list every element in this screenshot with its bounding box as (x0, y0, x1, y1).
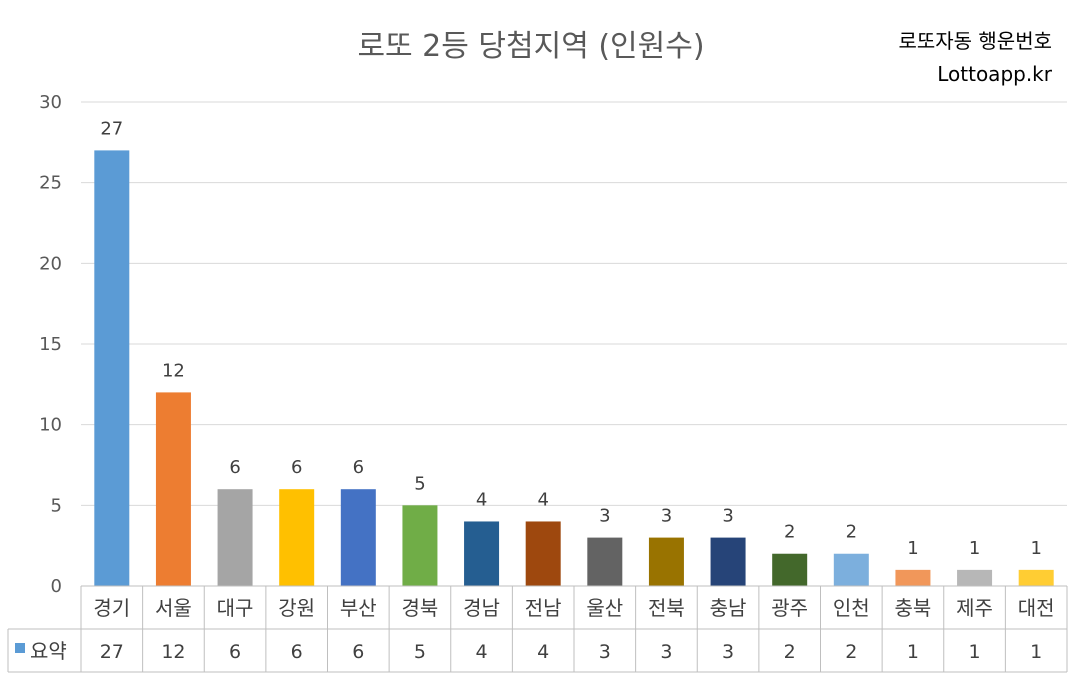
brand-text-korean: 로또자동 행운번호 (898, 29, 1052, 53)
bar (279, 489, 315, 586)
category-label: 경남 (463, 596, 500, 620)
data-label: 1 (907, 538, 918, 559)
data-label: 27 (100, 118, 123, 139)
category-label: 서울 (155, 596, 192, 620)
legend-label: 요약 (30, 639, 67, 663)
data-label: 3 (722, 506, 733, 527)
category-label: 제주 (956, 596, 993, 620)
data-label: 4 (537, 489, 548, 510)
table-value: 4 (537, 641, 549, 663)
bar (340, 489, 376, 586)
category-label: 울산 (586, 596, 623, 620)
category-label: 경북 (402, 596, 439, 620)
category-label: 충남 (710, 596, 747, 620)
category-label: 대전 (1018, 596, 1055, 620)
table-value: 2 (845, 641, 857, 663)
bars (94, 150, 1054, 586)
bar (833, 553, 869, 586)
data-label: 3 (661, 506, 672, 527)
data-label: 2 (784, 522, 795, 543)
category-label: 부산 (340, 596, 377, 620)
bar (464, 521, 500, 586)
bar (895, 569, 931, 586)
table-value: 2 (784, 641, 796, 663)
category-label: 인천 (833, 596, 870, 620)
data-label: 1 (1030, 538, 1041, 559)
table-value: 1 (907, 641, 919, 663)
bar (772, 553, 808, 586)
brand-text-url: Lottoapp.kr (937, 62, 1053, 86)
bar (217, 489, 253, 586)
data-label: 6 (353, 457, 364, 478)
data-label: 3 (599, 506, 610, 527)
table-value: 3 (722, 641, 734, 663)
bar (957, 569, 993, 586)
table-value: 5 (414, 641, 426, 663)
data-label: 12 (162, 360, 185, 381)
y-axis: 0 5 10 15 20 25 30 (39, 92, 62, 597)
table-value: 12 (161, 641, 185, 663)
y-tick-label: 25 (39, 173, 62, 194)
table-value: 1 (969, 641, 981, 663)
legend-swatch (15, 643, 25, 653)
data-label: 2 (846, 522, 857, 543)
bar (1018, 569, 1054, 586)
data-label: 1 (969, 538, 980, 559)
y-tick-label: 10 (39, 415, 62, 436)
bar (587, 537, 623, 586)
bar (155, 392, 191, 586)
category-label: 대구 (217, 596, 254, 620)
data-label: 5 (414, 473, 425, 494)
bar (525, 521, 561, 586)
bar (402, 505, 438, 586)
data-label: 6 (291, 457, 302, 478)
category-label: 경기 (93, 596, 130, 620)
table-value: 4 (476, 641, 488, 663)
category-label: 전북 (648, 596, 685, 620)
y-tick-label: 30 (39, 92, 62, 113)
gridlines (81, 101, 1067, 506)
y-tick-label: 0 (51, 576, 62, 597)
table-value: 3 (599, 641, 611, 663)
table-value: 3 (660, 641, 672, 663)
y-tick-label: 20 (39, 253, 62, 274)
table-value: 6 (291, 641, 303, 663)
bar (94, 150, 130, 586)
category-label: 전남 (525, 596, 562, 620)
y-tick-label: 5 (51, 495, 62, 516)
chart-title: 로또 2등 당첨지역 (인원수) (357, 29, 704, 64)
table-value: 27 (100, 641, 124, 663)
table-value: 6 (229, 641, 241, 663)
data-label: 4 (476, 489, 487, 510)
table-value: 1 (1030, 641, 1042, 663)
data-labels: 27 12 6 6 6 5 4 4 3 3 3 2 2 1 1 1 (100, 118, 1042, 558)
bar (648, 537, 684, 586)
y-tick-label: 15 (39, 334, 62, 355)
category-label: 강원 (278, 596, 315, 620)
data-label: 6 (229, 457, 240, 478)
table-value: 6 (352, 641, 364, 663)
bar (710, 537, 746, 586)
category-label: 충북 (895, 596, 932, 620)
category-label: 광주 (771, 596, 808, 620)
